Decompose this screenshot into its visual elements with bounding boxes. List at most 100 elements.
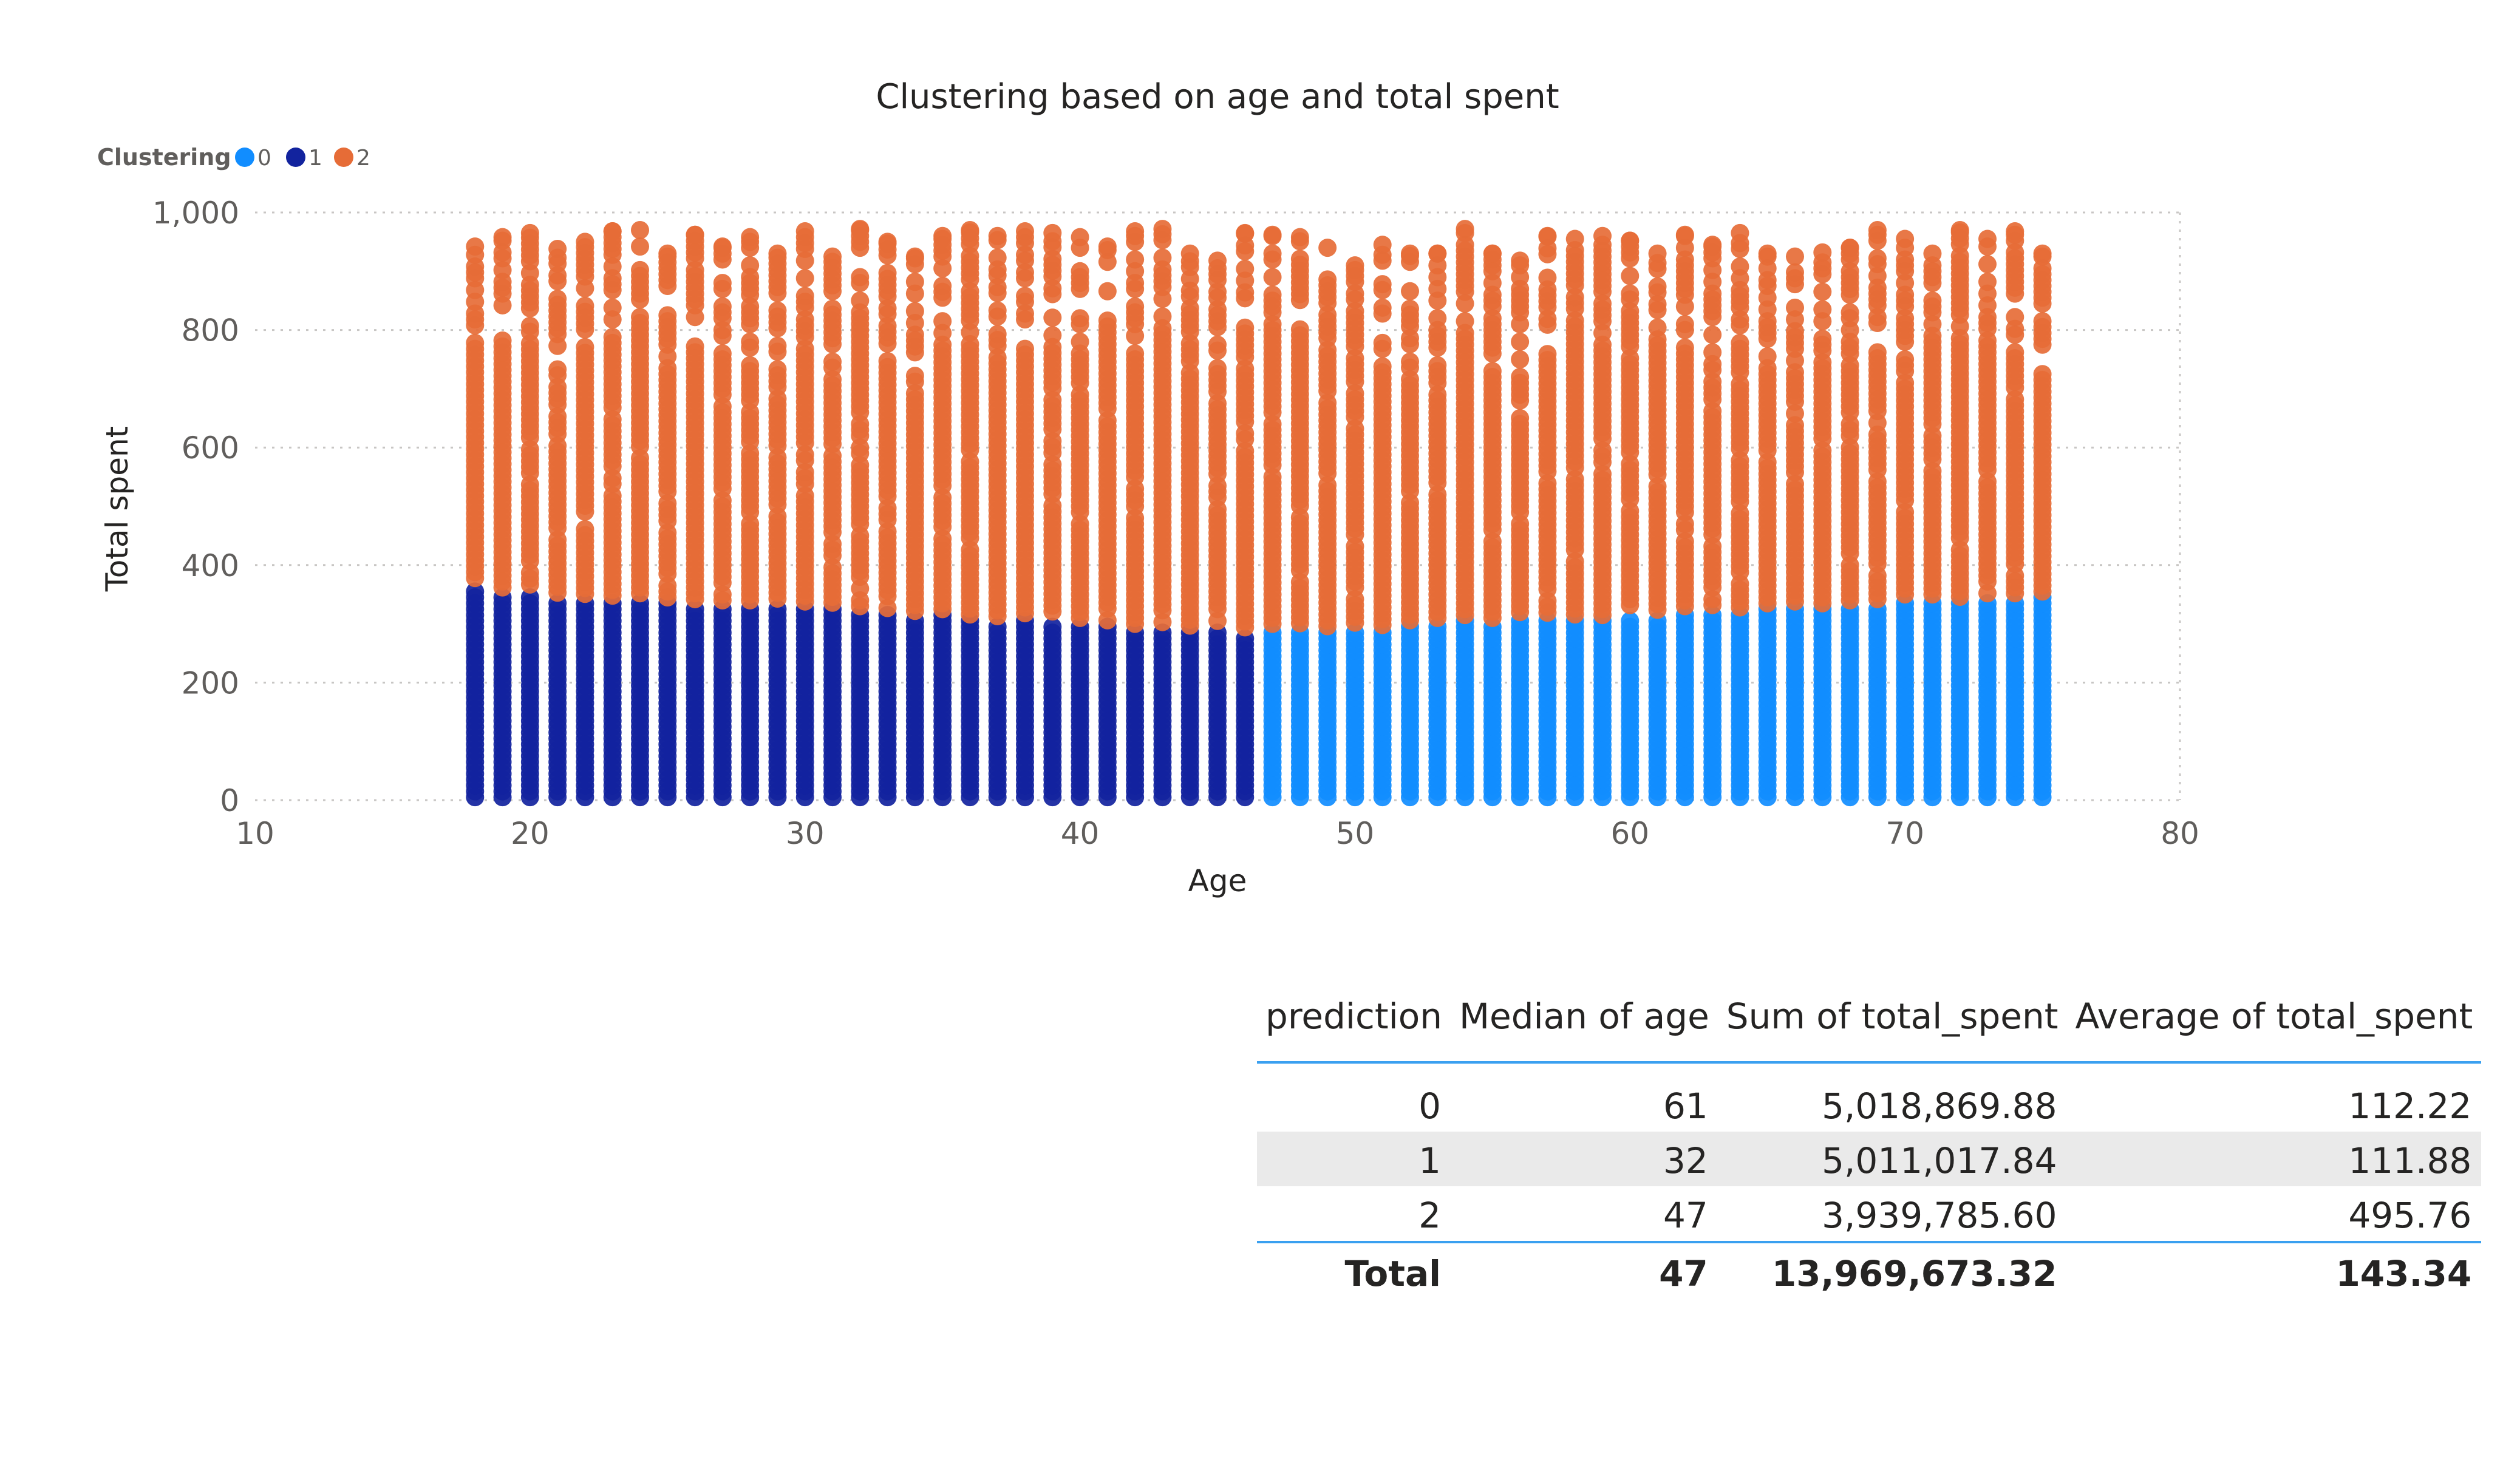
point-cluster-2 — [1813, 243, 1832, 262]
point-cluster-2 — [576, 520, 594, 538]
point-cluster-2 — [1071, 332, 1089, 351]
point-cluster-2 — [1236, 223, 1255, 242]
point-cluster-2 — [851, 220, 870, 239]
point-cluster-2 — [1153, 307, 1172, 326]
point-cluster-2 — [1016, 339, 1034, 358]
point-cluster-2 — [1263, 225, 1282, 244]
point-cluster-2 — [1263, 268, 1282, 287]
point-cluster-2 — [1401, 244, 1419, 263]
point-cluster-2 — [1758, 244, 1777, 263]
point-cluster-2 — [1236, 318, 1255, 337]
point-cluster-2 — [576, 338, 594, 356]
point-cluster-2 — [1373, 236, 1392, 254]
point-cluster-2 — [1538, 268, 1557, 287]
point-cluster-2 — [2006, 222, 2025, 240]
legend-label-2: 2 — [356, 146, 370, 171]
point-cluster-2 — [686, 225, 704, 244]
point-cluster-2 — [1950, 221, 1969, 240]
point-cluster-2 — [1841, 303, 1859, 322]
point-cluster-2 — [1043, 326, 1062, 345]
point-cluster-2 — [1208, 251, 1227, 270]
point-cluster-2 — [1978, 273, 1997, 291]
point-cluster-2 — [1373, 357, 1392, 376]
point-cluster-2 — [823, 352, 842, 371]
point-cluster-2 — [548, 290, 567, 308]
point-cluster-2 — [1456, 220, 1474, 239]
point-cluster-2 — [1868, 249, 1887, 268]
point-cluster-2 — [1538, 345, 1557, 364]
point-cluster-2 — [1318, 270, 1337, 289]
point-cluster-2 — [1098, 311, 1117, 330]
point-cluster-2 — [1868, 343, 1887, 362]
point-cluster-2 — [520, 316, 539, 335]
legend-label-0: 0 — [257, 146, 271, 171]
point-cluster-2 — [1401, 282, 1419, 301]
point-cluster-2 — [1703, 343, 1722, 362]
point-cluster-1 — [466, 582, 485, 601]
point-cluster-2 — [988, 248, 1007, 267]
point-cluster-2 — [741, 228, 760, 246]
point-cluster-2 — [631, 237, 649, 256]
point-cluster-2 — [576, 296, 594, 315]
point-cluster-2 — [741, 256, 760, 275]
point-cluster-2 — [1126, 250, 1145, 269]
point-cluster-2 — [1538, 226, 1557, 245]
point-cluster-2 — [1813, 300, 1832, 319]
legend-marker-0 — [235, 148, 254, 167]
point-cluster-2 — [1675, 314, 1694, 333]
point-cluster-2 — [1923, 291, 1942, 310]
point-cluster-2 — [631, 260, 649, 279]
point-cluster-2 — [878, 233, 897, 251]
point-cluster-2 — [1126, 344, 1145, 363]
point-cluster-2 — [1675, 338, 1694, 357]
point-cluster-2 — [1071, 228, 1089, 246]
point-cluster-1 — [1043, 617, 1062, 636]
point-cluster-2 — [1675, 225, 1694, 244]
point-cluster-2 — [548, 240, 567, 259]
point-cluster-2 — [1180, 244, 1199, 263]
point-cluster-2 — [1208, 359, 1227, 378]
point-cluster-2 — [1098, 282, 1117, 301]
point-cluster-2 — [520, 223, 539, 242]
point-cluster-2 — [1621, 231, 1640, 250]
point-cluster-2 — [1731, 223, 1749, 242]
point-cluster-2 — [1043, 223, 1062, 242]
point-cluster-2 — [933, 312, 952, 331]
point-cluster-2 — [1290, 228, 1309, 246]
point-cluster-2 — [1373, 275, 1392, 294]
point-cluster-2 — [1703, 325, 1722, 344]
point-cluster-2 — [1401, 299, 1419, 318]
legend-marker-2 — [334, 148, 353, 167]
point-cluster-2 — [795, 222, 814, 240]
point-cluster-2 — [851, 268, 870, 287]
legend: Clustering 0 1 2 — [97, 144, 370, 171]
point-cluster-2 — [1428, 244, 1447, 263]
point-cluster-2 — [1786, 298, 1804, 317]
point-cluster-2 — [1318, 239, 1337, 257]
point-cluster-2 — [1401, 352, 1419, 371]
point-cluster-2 — [741, 356, 760, 375]
point-cluster-2 — [795, 269, 814, 288]
point-cluster-2 — [2033, 365, 2052, 384]
chart-title: Clustering based on age and total spent — [876, 77, 1559, 117]
point-cluster-2 — [1511, 350, 1530, 368]
point-cluster-2 — [905, 302, 924, 321]
point-cluster-2 — [1071, 309, 1089, 328]
point-cluster-2 — [823, 247, 842, 266]
point-cluster-2 — [1813, 282, 1832, 301]
point-cluster-2 — [713, 297, 732, 316]
point-cluster-2 — [1841, 239, 1859, 257]
point-cluster-2 — [2006, 343, 2025, 362]
legend-label-1: 1 — [308, 146, 322, 171]
point-cluster-2 — [1016, 287, 1034, 305]
point-cluster-2 — [988, 325, 1007, 344]
point-cluster-2 — [686, 337, 704, 356]
point-cluster-2 — [1456, 312, 1474, 331]
point-cluster-2 — [1896, 350, 1915, 368]
point-cluster-2 — [1648, 244, 1667, 263]
legend-marker-1 — [286, 148, 305, 167]
point-cluster-2 — [1978, 229, 1997, 248]
point-cluster-2 — [1621, 267, 1640, 285]
point-cluster-2 — [1043, 308, 1062, 327]
point-cluster-2 — [1373, 298, 1392, 317]
